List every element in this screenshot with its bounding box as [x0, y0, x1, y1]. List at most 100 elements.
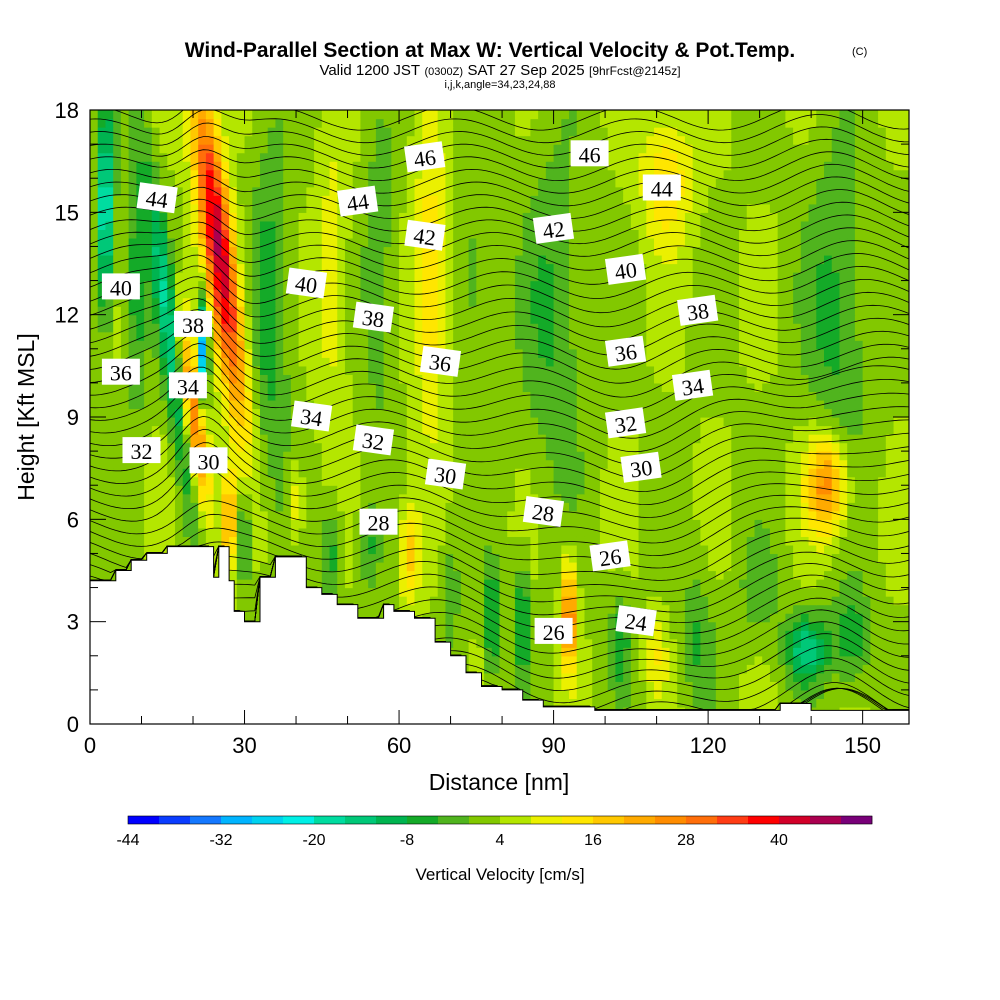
w-cell [777, 638, 786, 648]
w-cell [491, 399, 501, 410]
w-cell [545, 698, 555, 708]
w-cell [283, 425, 292, 435]
w-cell [491, 596, 501, 606]
w-cell [793, 647, 802, 657]
w-cell [422, 434, 431, 444]
w-cell [785, 493, 794, 503]
w-cell [615, 434, 624, 444]
w-cell [793, 340, 802, 350]
w-cell [229, 382, 238, 393]
w-cell [530, 391, 539, 401]
w-cell [839, 527, 848, 537]
w-cell [878, 570, 887, 580]
w-cell [715, 638, 725, 648]
w-cell [870, 596, 879, 606]
w-cell [785, 348, 794, 358]
w-cell [646, 476, 655, 486]
w-cell [538, 459, 547, 469]
w-cell [870, 476, 879, 486]
w-cell [213, 382, 222, 393]
w-cell [561, 604, 570, 614]
w-cell [746, 519, 756, 529]
w-cell [499, 357, 508, 367]
w-cell [808, 425, 817, 435]
w-cell [144, 340, 153, 350]
w-cell [715, 391, 725, 401]
w-cell [847, 689, 856, 700]
w-cell [151, 502, 161, 512]
w-cell [406, 570, 416, 580]
w-cell [893, 382, 902, 393]
w-cell [499, 485, 508, 495]
w-cell [731, 519, 740, 529]
w-cell [854, 664, 864, 674]
w-cell [205, 408, 215, 418]
w-cell [514, 579, 524, 589]
w-cell [762, 698, 771, 708]
w-cell [607, 459, 616, 469]
w-cell [708, 689, 717, 700]
w-cell [507, 655, 516, 665]
w-cell [198, 485, 207, 495]
w-cell [344, 561, 354, 572]
w-cell [808, 323, 817, 333]
w-cell [136, 459, 145, 469]
w-cell [870, 365, 879, 375]
w-cell [244, 340, 253, 350]
w-cell [692, 323, 701, 333]
w-cell [252, 579, 261, 589]
w-cell [862, 459, 871, 469]
w-cell [824, 655, 833, 665]
w-cell [476, 399, 485, 410]
w-cell [677, 408, 686, 418]
w-cell [306, 434, 315, 444]
w-cell [661, 536, 671, 546]
w-cell [561, 468, 570, 478]
w-cell [654, 399, 663, 410]
w-cell [839, 689, 848, 700]
w-cell [592, 340, 601, 350]
w-cell [375, 357, 385, 367]
w-cell [607, 698, 616, 708]
w-cell [491, 468, 501, 478]
w-cell [669, 459, 678, 469]
w-cell [754, 536, 763, 546]
w-cell [762, 374, 771, 384]
w-cell [97, 399, 107, 410]
w-cell [769, 357, 779, 367]
w-cell [800, 655, 810, 665]
w-cell [684, 519, 694, 529]
w-cell [437, 510, 447, 520]
w-cell [793, 493, 802, 503]
w-cell [731, 485, 740, 495]
w-cell [754, 570, 763, 580]
w-cell [561, 561, 570, 572]
w-cell [221, 425, 230, 435]
w-cell [684, 596, 694, 606]
w-cell [476, 365, 485, 375]
w-cell [893, 451, 902, 461]
w-cell [700, 399, 709, 410]
w-cell [599, 425, 609, 435]
w-cell [584, 323, 593, 333]
w-cell [275, 374, 284, 384]
w-cell [646, 638, 655, 648]
w-cell [128, 493, 137, 503]
w-cell [460, 382, 470, 393]
w-cell [476, 536, 485, 546]
w-cell [630, 689, 640, 700]
w-cell [236, 391, 246, 401]
w-cell [615, 374, 624, 384]
w-cell [808, 621, 817, 631]
w-cell [893, 561, 902, 572]
w-cell [136, 314, 145, 324]
w-cell [414, 485, 423, 495]
w-cell [337, 408, 346, 418]
w-cell [646, 331, 655, 341]
w-cell [267, 391, 277, 401]
w-cell [700, 451, 709, 461]
w-cell [584, 570, 593, 580]
w-cell [499, 647, 508, 657]
w-cell [862, 365, 871, 375]
w-cell [901, 451, 909, 461]
